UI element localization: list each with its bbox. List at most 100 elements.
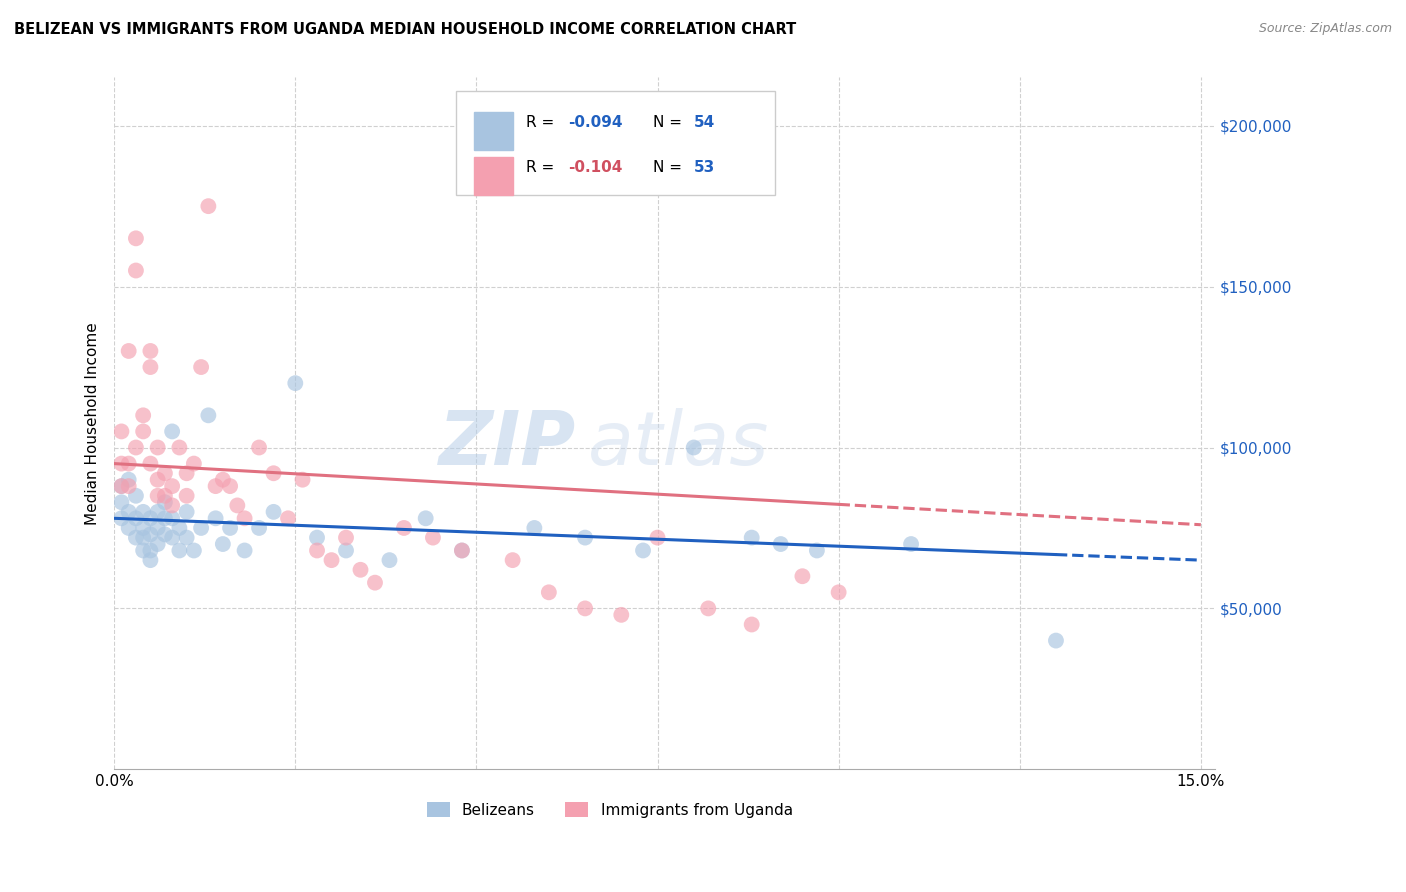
Point <box>160 425 183 439</box>
Point <box>125 263 148 277</box>
Point <box>110 425 132 439</box>
Point <box>110 479 132 493</box>
Point <box>631 543 654 558</box>
Point <box>378 553 401 567</box>
Point <box>169 543 191 558</box>
Text: atlas: atlas <box>588 409 769 480</box>
Text: Source: ZipAtlas.com: Source: ZipAtlas.com <box>1258 22 1392 36</box>
Point <box>697 601 720 615</box>
Point <box>125 531 148 545</box>
Point <box>769 537 792 551</box>
Point <box>132 521 155 535</box>
Point <box>183 457 205 471</box>
Point <box>451 543 474 558</box>
Point <box>118 505 141 519</box>
Point <box>118 457 141 471</box>
Point <box>132 425 155 439</box>
Point <box>118 343 141 358</box>
Point <box>263 505 285 519</box>
Point <box>392 521 415 535</box>
Point <box>305 531 328 545</box>
Point <box>132 543 155 558</box>
Point <box>263 467 285 481</box>
Point <box>741 617 763 632</box>
Point <box>160 479 183 493</box>
Point <box>247 441 270 455</box>
Point <box>349 563 371 577</box>
Point <box>153 511 176 525</box>
Point <box>132 409 155 423</box>
Point <box>125 231 148 245</box>
Point <box>574 531 596 545</box>
Point <box>647 531 669 545</box>
Point <box>139 543 162 558</box>
Point <box>219 521 242 535</box>
Point <box>226 499 249 513</box>
Point <box>146 537 169 551</box>
Point <box>364 575 387 590</box>
Text: 53: 53 <box>693 161 714 176</box>
Point <box>523 521 546 535</box>
Point <box>153 489 176 503</box>
Point <box>682 441 704 455</box>
Point <box>176 489 198 503</box>
Point <box>132 505 155 519</box>
Point <box>610 607 633 622</box>
Point <box>212 473 235 487</box>
Point <box>451 543 474 558</box>
Point <box>110 511 132 525</box>
Point <box>204 479 226 493</box>
Bar <box>474 157 513 195</box>
Point <box>153 527 176 541</box>
Text: R =: R = <box>526 161 560 176</box>
Text: -0.104: -0.104 <box>568 161 623 176</box>
Text: 54: 54 <box>693 115 714 130</box>
Point <box>125 511 148 525</box>
Point <box>900 537 922 551</box>
Point <box>537 585 560 599</box>
Point <box>806 543 828 558</box>
Legend: Belizeans, Immigrants from Uganda: Belizeans, Immigrants from Uganda <box>420 796 799 824</box>
Point <box>118 521 141 535</box>
Point <box>110 457 132 471</box>
Text: R =: R = <box>526 115 560 130</box>
Point <box>335 531 357 545</box>
Point <box>204 511 226 525</box>
Point <box>190 359 212 374</box>
Point <box>146 521 169 535</box>
Point <box>277 511 299 525</box>
Point <box>284 376 307 391</box>
Point <box>139 553 162 567</box>
Point <box>139 511 162 525</box>
Point <box>146 489 169 503</box>
Point <box>741 531 763 545</box>
Point <box>132 531 155 545</box>
Point <box>335 543 357 558</box>
Point <box>197 409 219 423</box>
Point <box>197 199 219 213</box>
Point <box>110 479 132 493</box>
Point <box>146 505 169 519</box>
Point <box>190 521 212 535</box>
Point <box>321 553 343 567</box>
Point <box>247 521 270 535</box>
Y-axis label: Median Household Income: Median Household Income <box>86 322 100 524</box>
Point <box>160 499 183 513</box>
Bar <box>474 112 513 150</box>
Point <box>153 467 176 481</box>
Point <box>169 521 191 535</box>
Point <box>125 441 148 455</box>
Point <box>502 553 524 567</box>
Point <box>160 531 183 545</box>
Point <box>422 531 444 545</box>
Point <box>212 537 235 551</box>
Text: ZIP: ZIP <box>440 408 576 481</box>
Text: -0.094: -0.094 <box>568 115 623 130</box>
Point <box>827 585 849 599</box>
Point <box>139 343 162 358</box>
Point <box>1045 633 1067 648</box>
Text: N =: N = <box>652 115 686 130</box>
Point <box>146 441 169 455</box>
Text: N =: N = <box>652 161 686 176</box>
Point <box>176 467 198 481</box>
